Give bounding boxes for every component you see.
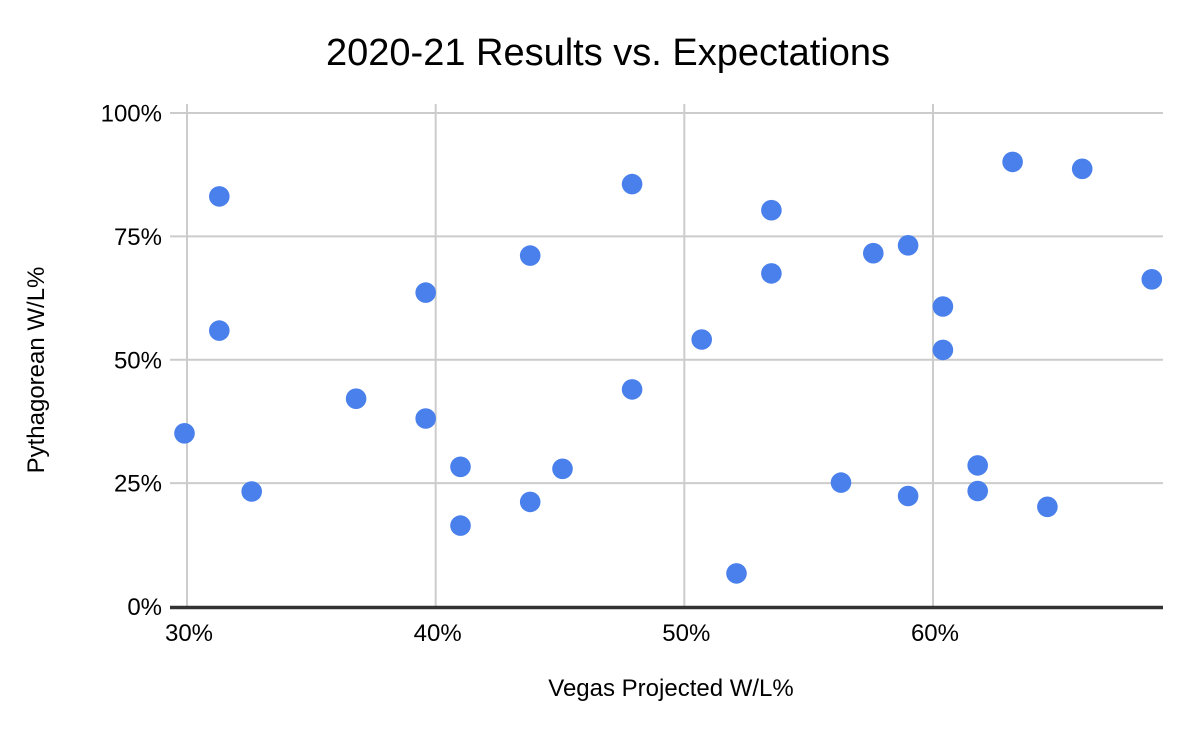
y-tick-label: 75% bbox=[114, 224, 162, 251]
data-point[interactable] bbox=[897, 485, 919, 507]
y-axis-title: Pythagorean W/L% bbox=[23, 267, 50, 474]
data-points bbox=[174, 151, 1163, 584]
y-tick-label: 25% bbox=[114, 471, 162, 498]
data-point[interactable] bbox=[450, 456, 471, 478]
data-point[interactable] bbox=[519, 245, 541, 266]
data-point[interactable] bbox=[691, 329, 712, 350]
data-point[interactable] bbox=[241, 481, 262, 502]
data-point[interactable] bbox=[621, 173, 643, 195]
data-point[interactable] bbox=[830, 472, 852, 493]
data-point[interactable] bbox=[345, 388, 367, 410]
data-point[interactable] bbox=[932, 339, 954, 361]
data-point[interactable] bbox=[932, 296, 954, 317]
data-point[interactable] bbox=[174, 423, 195, 444]
data-point[interactable] bbox=[1037, 496, 1058, 518]
data-point[interactable] bbox=[415, 282, 437, 303]
data-point[interactable] bbox=[621, 379, 643, 400]
data-point[interactable] bbox=[209, 320, 230, 341]
x-tick-label: 30% bbox=[165, 620, 213, 647]
data-point[interactable] bbox=[519, 491, 541, 513]
data-point[interactable] bbox=[726, 563, 747, 584]
data-point[interactable] bbox=[761, 199, 782, 221]
data-point[interactable] bbox=[967, 480, 988, 502]
x-axis-title: Vegas Projected W/L% bbox=[548, 675, 793, 702]
data-point[interactable] bbox=[552, 458, 573, 480]
data-point[interactable] bbox=[967, 455, 988, 476]
data-point[interactable] bbox=[209, 186, 230, 207]
y-tick-label: 0% bbox=[127, 594, 162, 621]
tick-labels: 0% 25% 50% 75% 100% 30% 40% 50% 60% bbox=[101, 101, 959, 648]
gridlines bbox=[170, 104, 1163, 608]
data-point[interactable] bbox=[1071, 158, 1093, 180]
data-point[interactable] bbox=[761, 263, 782, 284]
data-point[interactable] bbox=[863, 242, 884, 264]
x-tick-label: 40% bbox=[414, 620, 462, 647]
chart-title: 2020-21 Results vs. Expectations bbox=[326, 32, 890, 74]
data-point[interactable] bbox=[1002, 151, 1023, 173]
y-tick-label: 100% bbox=[101, 101, 162, 128]
x-tick-label: 60% bbox=[911, 620, 959, 647]
y-tick-label: 50% bbox=[114, 347, 162, 374]
data-point[interactable] bbox=[1141, 269, 1163, 290]
x-tick-label: 50% bbox=[662, 620, 710, 647]
data-point[interactable] bbox=[415, 408, 437, 429]
data-point[interactable] bbox=[450, 515, 471, 536]
data-point[interactable] bbox=[897, 235, 919, 256]
